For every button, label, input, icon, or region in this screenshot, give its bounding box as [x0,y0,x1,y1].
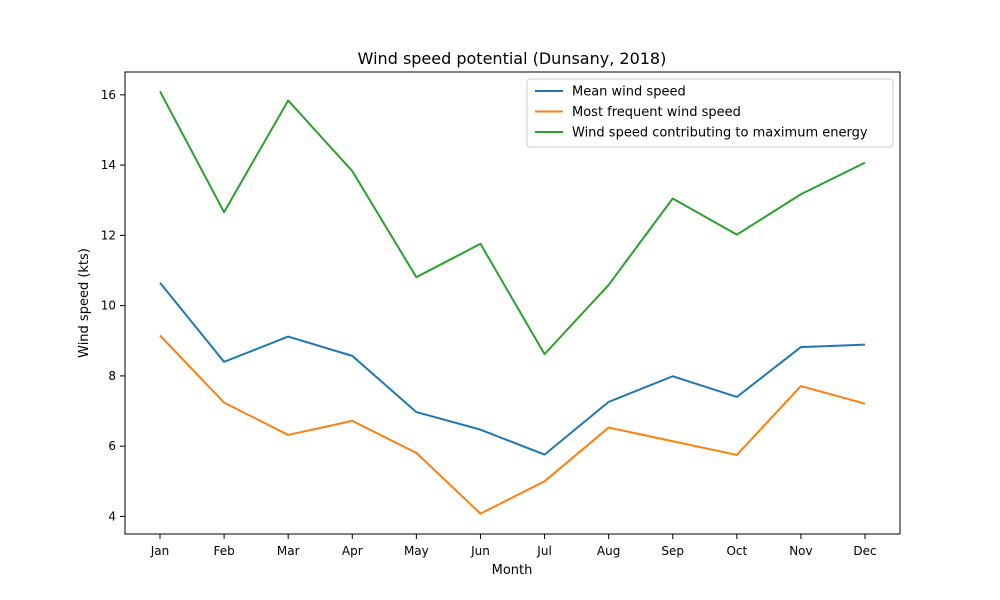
x-tick-label: Jan [150,544,170,558]
x-tick-label: Nov [789,544,812,558]
y-tick-label: 14 [101,158,116,172]
y-tick-label: 4 [108,509,116,523]
legend-box [526,78,894,148]
x-tick-label: Apr [342,544,363,558]
y-tick-label: 12 [101,228,116,242]
legend-label: Wind speed contributing to maximum energ… [572,126,868,141]
legend-label: Mean wind speed [572,85,686,100]
x-tick-label: May [404,544,429,558]
plot-frame [124,71,901,535]
x-tick-label: Jun [470,544,490,558]
plot-area: Jan Feb Mar Apr May Jun Jul Aug Sep Oct Nov Dec 4 6 8 1… [101,71,901,558]
series-line-0 [159,282,866,456]
series-line-2 [159,90,866,356]
series-line-1 [159,334,866,515]
y-tick-label: 16 [101,88,116,102]
x-tick-label: Dec [853,544,876,558]
y-tick-label: 6 [108,439,116,453]
x-tick-label: Oct [726,544,747,558]
x-axis-label: Month [492,563,533,578]
legend: Mean wind speed Most frequent wind speed W… [526,78,894,148]
y-tick-label: 10 [101,299,116,313]
chart-title: Wind speed potential (Dunsany, 2018) [358,49,667,68]
x-tick-label: Feb [213,544,234,558]
x-tick-label: Sep [661,544,684,558]
y-axis-label: Wind speed (kts) [77,248,92,358]
x-tick-label: Aug [597,544,620,558]
x-tick-label: Jul [536,544,551,558]
x-tick-label: Mar [277,544,300,558]
y-tick-label: 8 [108,369,116,383]
legend-label: Most frequent wind speed [572,105,741,120]
